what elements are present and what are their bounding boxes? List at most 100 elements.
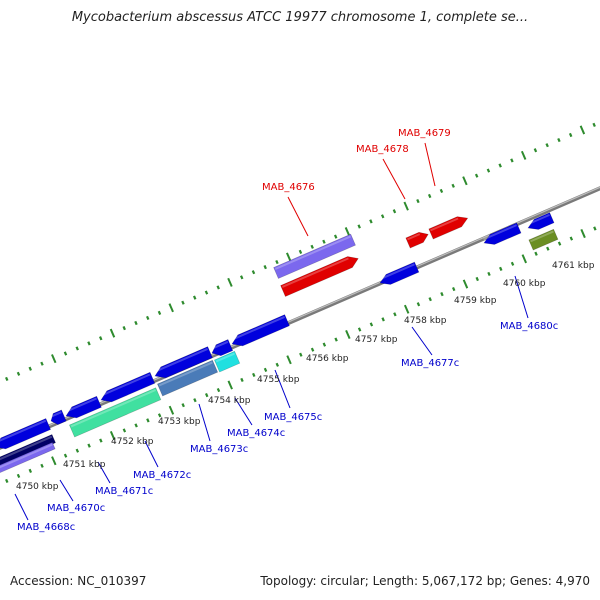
top-tick [474,173,479,178]
top-tick [275,259,279,265]
gene-label-mab-4668c[interactable]: MAB_4668c [17,522,75,533]
top-tick [333,234,338,239]
bottom-tick [87,443,91,448]
accession-text: Accession: NC_010397 [10,574,147,588]
kbp-label: 4753 kbp [158,417,201,427]
gene-feature-mab-4677c[interactable] [379,261,420,285]
bottom-tick [521,254,527,264]
bottom-tick [393,312,397,317]
highlight-cyan-4674[interactable] [214,350,241,373]
gene-feature-small-4681[interactable] [527,212,555,230]
highlight-olive-4680-shine [530,230,554,243]
highlight-navy-4668[interactable] [0,434,56,468]
gene-feature-mab-4678[interactable] [405,231,429,249]
gene-label-mab-4680c[interactable]: MAB_4680c [500,321,558,332]
callout-mab-4670c [59,479,74,502]
gene-feature-mab-4676[interactable] [280,256,359,297]
gene-label-mab-4677c[interactable]: MAB_4677c [401,358,459,369]
top-tick [439,188,444,193]
top-tick [369,219,373,224]
top-tick [40,361,44,366]
bottom-tick [193,398,197,403]
highlight-purple-4668[interactable] [0,441,56,474]
bottom-tick [181,403,185,408]
top-tick [344,227,351,237]
top-tick [5,376,9,382]
bottom-tick [286,355,292,365]
gene-label-mab-4675c[interactable]: MAB_4675c [264,412,322,423]
gene-label-mab-4673c[interactable]: MAB_4673c [190,444,248,455]
gene-label-mab-4676[interactable]: MAB_4676 [262,182,315,193]
callout-mab-4677c [411,326,433,356]
highlight-cyan-4674-shine [215,352,235,363]
top-tick [63,351,68,356]
kbp-label: 4755 kbp [257,375,300,385]
gene-feature-mab-4680c[interactable] [483,222,522,245]
kbp-label: 4752 kbp [111,437,154,447]
gene-feature-mab-4677c-shine [379,263,415,281]
highlight-olive-4680[interactable] [528,228,559,251]
top-tick [239,275,244,280]
top-tick [286,252,292,262]
gene-feature-mab-4669c[interactable] [0,418,52,450]
gene-feature-mab-4671c[interactable] [65,395,102,419]
gene-feature-mab-4670c[interactable] [50,409,67,425]
kbp-labels: 4750 kbp 4751 kbp 4752 kbp 4753 kbp 4754 kbp… [16,261,595,492]
bottom-tick [5,478,9,484]
bottom-tick [428,297,432,302]
highlight-steel-4673[interactable] [157,359,219,397]
top-tick [568,132,573,138]
gene-feature-mab-4678-shine [407,233,421,241]
kbp-label: 4760 kbp [503,279,546,289]
kbp-label: 4758 kbp [404,316,447,326]
top-tick [51,354,57,364]
bottom-tick [227,380,233,390]
gene-feature-mab-4673c[interactable] [154,346,213,379]
top-tick [462,176,468,186]
gene-label-mab-4672c[interactable]: MAB_4672c [133,470,191,481]
gene-feature-mab-4674c[interactable] [211,339,234,357]
callout-mab-4679 [424,142,436,187]
top-tick [533,148,538,153]
top-tick [75,346,79,351]
bottom-tick [122,428,127,433]
bottom-tick [580,229,586,239]
bottom-tick [510,261,515,266]
gene-label-mab-4679[interactable]: MAB_4679 [398,128,451,139]
gene-label-mab-4671c[interactable]: MAB_4671c [95,486,153,497]
highlight-purple-4668-shine [0,443,53,469]
top-tick [122,326,126,331]
bottom-tick [499,266,503,271]
bottom-tick [99,438,103,443]
gene-feature-small-4681-shine [527,213,550,226]
highlight-green-4672-shine [70,389,156,428]
gene-label-mab-4670c[interactable]: MAB_4670c [47,503,105,514]
bottom-tick [546,246,550,251]
bottom-tick [146,418,150,423]
bottom-tick [63,453,68,458]
kbp-label: 4761 kbp [552,261,595,271]
gene-label-mab-4674c[interactable]: MAB_4674c [227,428,285,439]
bottom-tick [462,279,469,289]
highlight-green-4672[interactable] [69,387,162,438]
bottom-tick [157,413,162,418]
top-tick [380,214,385,219]
bottom-tick [252,372,256,378]
bottom-tick [322,342,327,347]
top-tick [181,300,185,305]
gene-feature-mab-4679[interactable] [428,216,469,240]
bottom-tick [403,304,410,314]
highlight-purple-4676[interactable] [273,233,356,279]
bottom-tick [40,463,44,468]
gene-feature-mab-4675c[interactable] [231,314,290,347]
bottom-tick [475,276,479,282]
top-tick [322,239,326,244]
gene-label-mab-4678[interactable]: MAB_4678 [356,144,409,155]
bottom-tick [75,448,80,453]
top-tick [486,168,491,173]
callout-mab-4668c [14,493,29,521]
top-tick [227,277,233,287]
gene-feature-mab-4679-shine [430,217,459,232]
gene-feature-mab-4672c[interactable] [100,371,156,403]
